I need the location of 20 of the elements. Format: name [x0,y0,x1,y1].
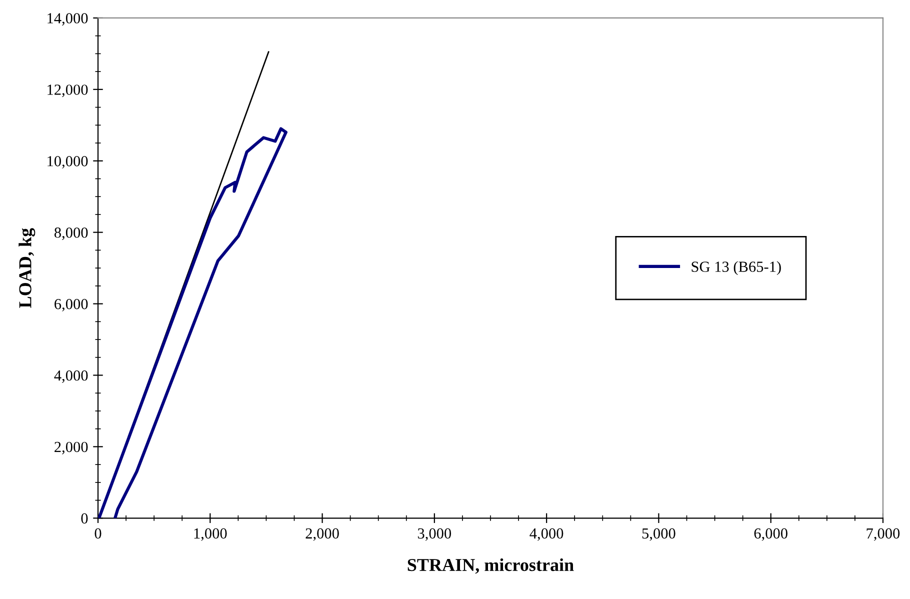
x-tick-label: 4,000 [530,528,564,541]
x-tick-label: 0 [94,528,102,539]
y-tick-label: 4,000 [54,370,88,383]
y-tick-label: 14,000 [48,13,88,26]
line-series [98,127,288,518]
x-tick-label: 6,000 [754,528,788,541]
y-tick-label: 10,000 [48,156,88,169]
y-tick-label: 8,000 [54,227,88,240]
y-tick-label: 0 [81,513,88,524]
legend-label: SG 13 (B65-1) [692,261,781,276]
y-tick-label: 2,000 [54,442,88,454]
y-tick-label: 12,000 [48,84,88,98]
x-axis-title: STRAIN, microstrain [408,558,574,574]
x-tick-label: 3,000 [418,528,452,541]
y-tick-label: 6,000 [54,298,88,312]
x-tick-label: 2,000 [306,528,339,541]
x-tick-label: 7,000 [866,528,900,541]
y-axis-title: LOAD, kg [18,228,36,308]
x-tick-label: 5,000 [642,528,676,541]
x-tick-label: 1,000 [194,528,227,541]
